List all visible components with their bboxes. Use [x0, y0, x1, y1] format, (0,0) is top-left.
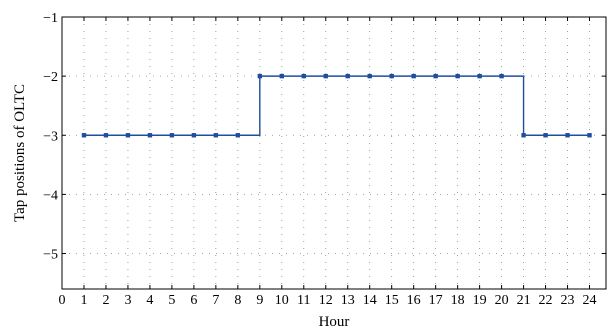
y-tick-label: −2 — [43, 70, 58, 85]
x-tick-label: 23 — [561, 293, 575, 308]
data-point — [455, 73, 460, 79]
series-layer — [81, 73, 592, 138]
x-tick-label: 6 — [190, 293, 197, 308]
grid — [62, 17, 606, 289]
data-point — [213, 133, 219, 138]
data-point — [367, 73, 372, 79]
x-tick-label: 18 — [451, 293, 465, 308]
y-tick-label: −3 — [43, 129, 58, 144]
x-tick-label: 22 — [539, 293, 553, 308]
x-tick-label: 12 — [319, 293, 333, 308]
x-tick-label: 19 — [473, 293, 487, 308]
data-point — [389, 73, 394, 79]
x-tick-label: 14 — [363, 293, 377, 308]
x-tick-label: 16 — [407, 293, 421, 308]
y-axis-label: Tap positions of OLTC — [12, 84, 28, 222]
series-line — [83, 75, 590, 136]
x-tick-label: 20 — [495, 293, 509, 308]
x-tick-label: 3 — [124, 293, 131, 308]
x-tick-label: 5 — [168, 293, 175, 308]
x-tick-label: 2 — [102, 293, 109, 308]
data-point — [477, 73, 482, 79]
data-point — [521, 133, 526, 138]
x-tick-label: 1 — [80, 293, 87, 308]
data-point — [411, 73, 416, 79]
x-tick-label: 17 — [429, 293, 443, 308]
data-point — [169, 133, 175, 138]
data-point — [81, 133, 87, 138]
y-tick-label: −4 — [43, 188, 58, 203]
data-point — [345, 73, 350, 79]
data-point — [147, 133, 153, 138]
x-tick-label: 10 — [275, 293, 289, 308]
x-tick-label: 24 — [583, 293, 597, 308]
x-tick-label: 7 — [212, 293, 219, 308]
data-point — [433, 73, 438, 79]
x-tick-label: 9 — [256, 293, 263, 308]
data-point — [543, 133, 548, 138]
data-point — [235, 133, 241, 138]
data-point — [499, 73, 504, 79]
x-tick-label: 0 — [59, 293, 66, 308]
data-point — [279, 73, 284, 79]
data-point — [587, 133, 592, 138]
data-point — [125, 133, 131, 138]
data-point — [565, 133, 570, 138]
x-tick-label: 13 — [341, 293, 355, 308]
x-tick-label: 11 — [297, 293, 310, 308]
x-tick-label: 4 — [146, 293, 153, 308]
ticks: 0 1 2 3 4 5 6 7 8 9 10 11 12 13 14 15 16 17 18 19 20 21 22 23 24… — [43, 11, 606, 308]
data-point — [323, 73, 328, 79]
data-point — [257, 73, 263, 79]
y-tick-label: −5 — [43, 248, 58, 263]
y-tick-label: −1 — [43, 11, 58, 26]
x-axis-label: Hour — [319, 314, 350, 330]
data-point — [301, 73, 306, 79]
x-tick-label: 8 — [234, 293, 241, 308]
x-tick-label: 15 — [385, 293, 399, 308]
x-tick-label: 21 — [517, 293, 531, 308]
data-point — [103, 133, 109, 138]
data-point — [191, 133, 197, 138]
plot-frame — [61, 16, 607, 290]
